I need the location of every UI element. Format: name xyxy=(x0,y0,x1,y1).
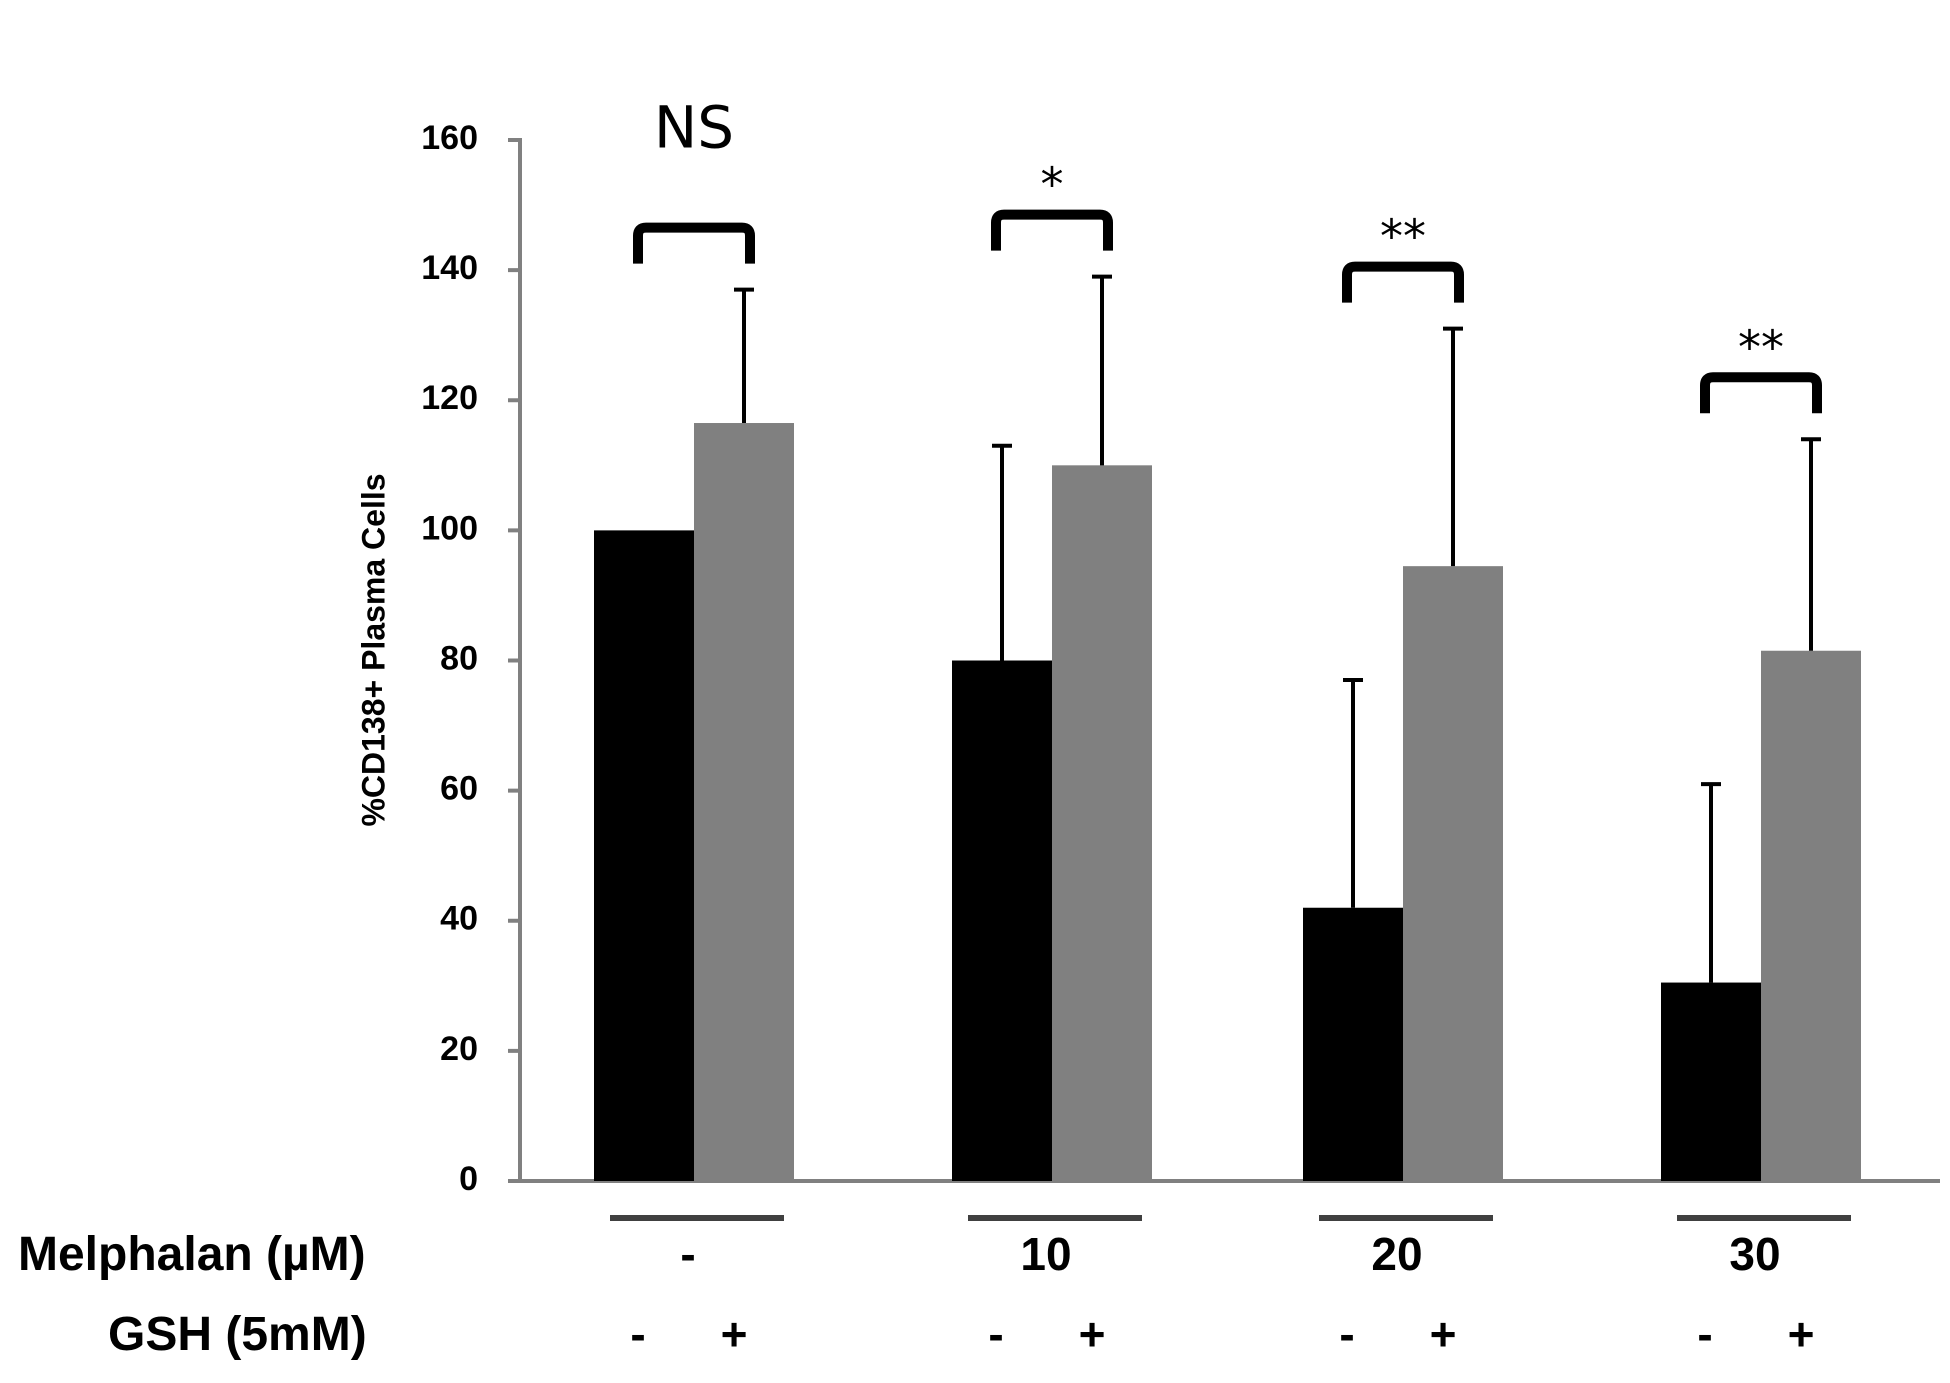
significance-label: ** xyxy=(1738,320,1784,374)
y-tick-label: 140 xyxy=(421,249,478,287)
y-tick-label: 60 xyxy=(440,770,478,808)
significance-bracket xyxy=(633,222,755,264)
bar-1-minus xyxy=(594,530,694,1181)
gsh-value: - xyxy=(630,1308,645,1360)
bar-2-minus xyxy=(952,660,1052,1181)
gsh-value: - xyxy=(1697,1308,1712,1360)
error-bars xyxy=(734,274,1821,983)
gsh-value: + xyxy=(1430,1308,1457,1360)
y-tick-label: 160 xyxy=(421,119,478,157)
significance-label: * xyxy=(1041,158,1064,212)
significance-bracket xyxy=(991,209,1113,251)
significance-label: ** xyxy=(1380,210,1426,264)
significance-brackets: NS***** xyxy=(633,94,1822,414)
y-tick-label: 80 xyxy=(440,639,478,677)
gsh-value: + xyxy=(721,1308,748,1360)
gsh-value: - xyxy=(988,1308,1003,1360)
bar-3-plus xyxy=(1403,566,1503,1181)
melphalan-value: - xyxy=(680,1228,695,1280)
significance-label: NS xyxy=(654,94,734,162)
y-tick-label: 0 xyxy=(459,1160,478,1198)
melphalan-value: 30 xyxy=(1729,1228,1780,1280)
bar-3-minus xyxy=(1303,907,1403,1181)
melphalan-value: 10 xyxy=(1020,1228,1071,1280)
y-ticks: 0 20 40 60 80 100 120 140 160 xyxy=(421,119,520,1198)
bar-4-plus xyxy=(1761,650,1861,1181)
bar-2-plus xyxy=(1052,465,1152,1181)
y-tick-label: 20 xyxy=(440,1030,478,1068)
gsh-value: + xyxy=(1079,1308,1106,1360)
gsh-value: + xyxy=(1788,1308,1815,1360)
gsh-value: - xyxy=(1339,1308,1354,1360)
bars xyxy=(594,423,1861,1182)
y-axis-label: %CD138+ Plasma Cells xyxy=(355,473,391,826)
significance-bracket xyxy=(1700,372,1822,414)
bar-1-plus xyxy=(694,423,794,1182)
significance-bracket xyxy=(1342,261,1464,303)
gsh-row-label: GSH (5mM) xyxy=(108,1308,367,1361)
melphalan-value: 20 xyxy=(1371,1228,1422,1280)
y-tick-label: 120 xyxy=(421,379,478,417)
y-tick-label: 40 xyxy=(440,900,478,938)
y-tick-label: 100 xyxy=(421,509,478,547)
condition-labels: -- +10- +20- +30- + xyxy=(630,1228,1814,1360)
bar-4-minus xyxy=(1661,982,1761,1181)
melphalan-row-label: Melphalan (µM) xyxy=(18,1228,366,1281)
